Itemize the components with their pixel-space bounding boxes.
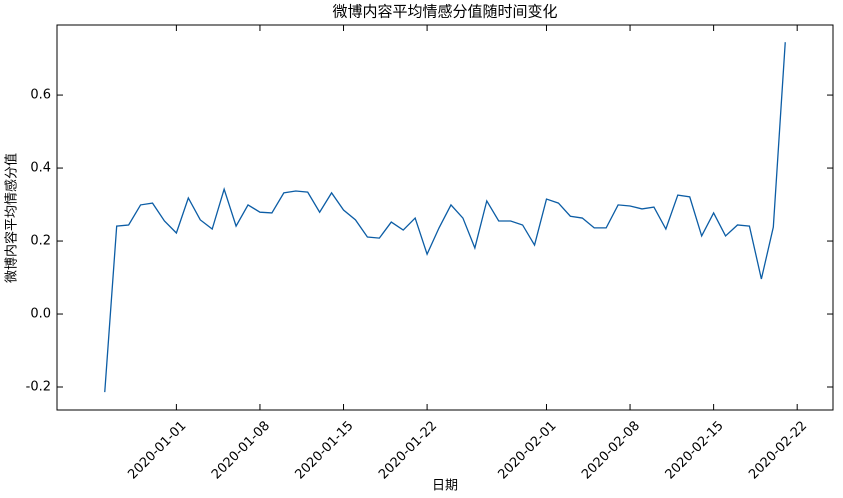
- y-tick-label: -0.2: [26, 380, 51, 395]
- x-tick-label: 2020-01-01: [125, 418, 189, 482]
- x-tick-label: 2020-02-15: [663, 418, 727, 482]
- x-tick-label: 2020-01-22: [376, 418, 440, 482]
- y-axis-label: 微博内容平均情感分值: [4, 153, 20, 283]
- x-tick-label: 2020-02-08: [579, 418, 643, 482]
- x-axis-label: 日期: [432, 479, 458, 494]
- y-tick-label: 0.6: [30, 88, 51, 103]
- chart-title: 微博内容平均情感分值随时间变化: [332, 3, 557, 21]
- x-tick-label: 2020-02-01: [495, 418, 559, 482]
- x-tick-label: 2020-01-08: [209, 418, 273, 482]
- y-tick-label: 0.4: [30, 161, 51, 176]
- y-tick-label: 0.0: [30, 307, 51, 322]
- data-line: [104, 42, 786, 393]
- x-tick-label: 2020-02-22: [746, 418, 810, 482]
- x-tick-label: 2020-01-15: [293, 418, 357, 482]
- plot-frame: [56, 24, 834, 411]
- y-tick-label: 0.2: [30, 234, 51, 249]
